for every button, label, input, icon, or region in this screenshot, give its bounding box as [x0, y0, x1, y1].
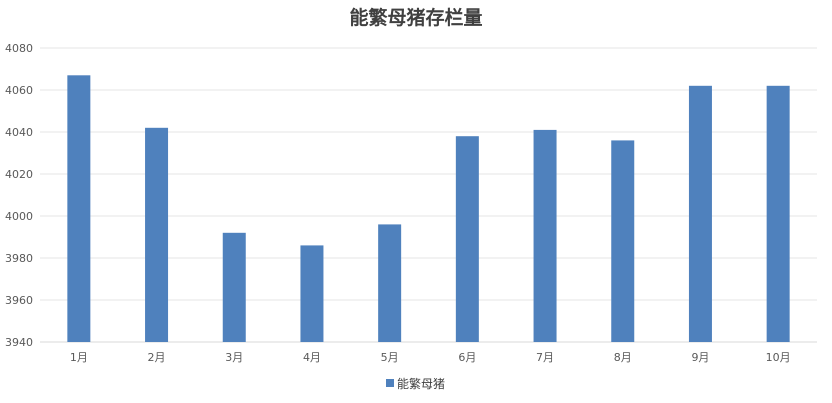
x-tick-label: 5月	[381, 351, 399, 364]
bar	[145, 127, 169, 342]
y-tick-label: 4060	[5, 84, 33, 97]
legend: 能繁母猪	[386, 376, 445, 391]
x-tick-label: 4月	[303, 351, 321, 364]
y-tick-label: 4020	[5, 168, 33, 181]
y-axis-ticks: 3940 3960 3980 4000 4020 4040 4060 4080	[5, 42, 33, 349]
bar	[688, 85, 712, 343]
bar	[300, 245, 324, 342]
y-tick-label: 3980	[5, 252, 33, 265]
bar	[766, 85, 790, 343]
x-tick-label: 10月	[766, 351, 791, 364]
chart-title: 能繁母猪存栏量	[349, 6, 482, 29]
x-tick-label: 2月	[148, 351, 166, 364]
legend-swatch	[386, 379, 394, 387]
bar	[67, 75, 91, 343]
grid-lines	[40, 47, 817, 343]
x-tick-label: 8月	[614, 351, 632, 364]
x-tick-label: 1月	[70, 351, 88, 364]
legend-label: 能繁母猪	[397, 376, 445, 391]
bar	[455, 136, 479, 342]
y-tick-label: 3940	[5, 336, 33, 349]
x-tick-label: 3月	[225, 351, 243, 364]
x-axis-ticks: 1月 2月 3月 4月 5月 6月 7月 8月 9月 10月	[70, 351, 791, 364]
bar	[378, 224, 402, 342]
x-tick-label: 7月	[536, 351, 554, 364]
y-tick-label: 4000	[5, 210, 33, 223]
bars	[67, 75, 790, 343]
y-tick-label: 4080	[5, 42, 33, 55]
bar	[222, 232, 246, 342]
bar	[533, 129, 557, 342]
x-tick-label: 6月	[458, 351, 476, 364]
x-tick-label: 9月	[691, 351, 709, 364]
y-tick-label: 3960	[5, 294, 33, 307]
y-tick-label: 4040	[5, 126, 33, 139]
bar	[611, 140, 635, 342]
